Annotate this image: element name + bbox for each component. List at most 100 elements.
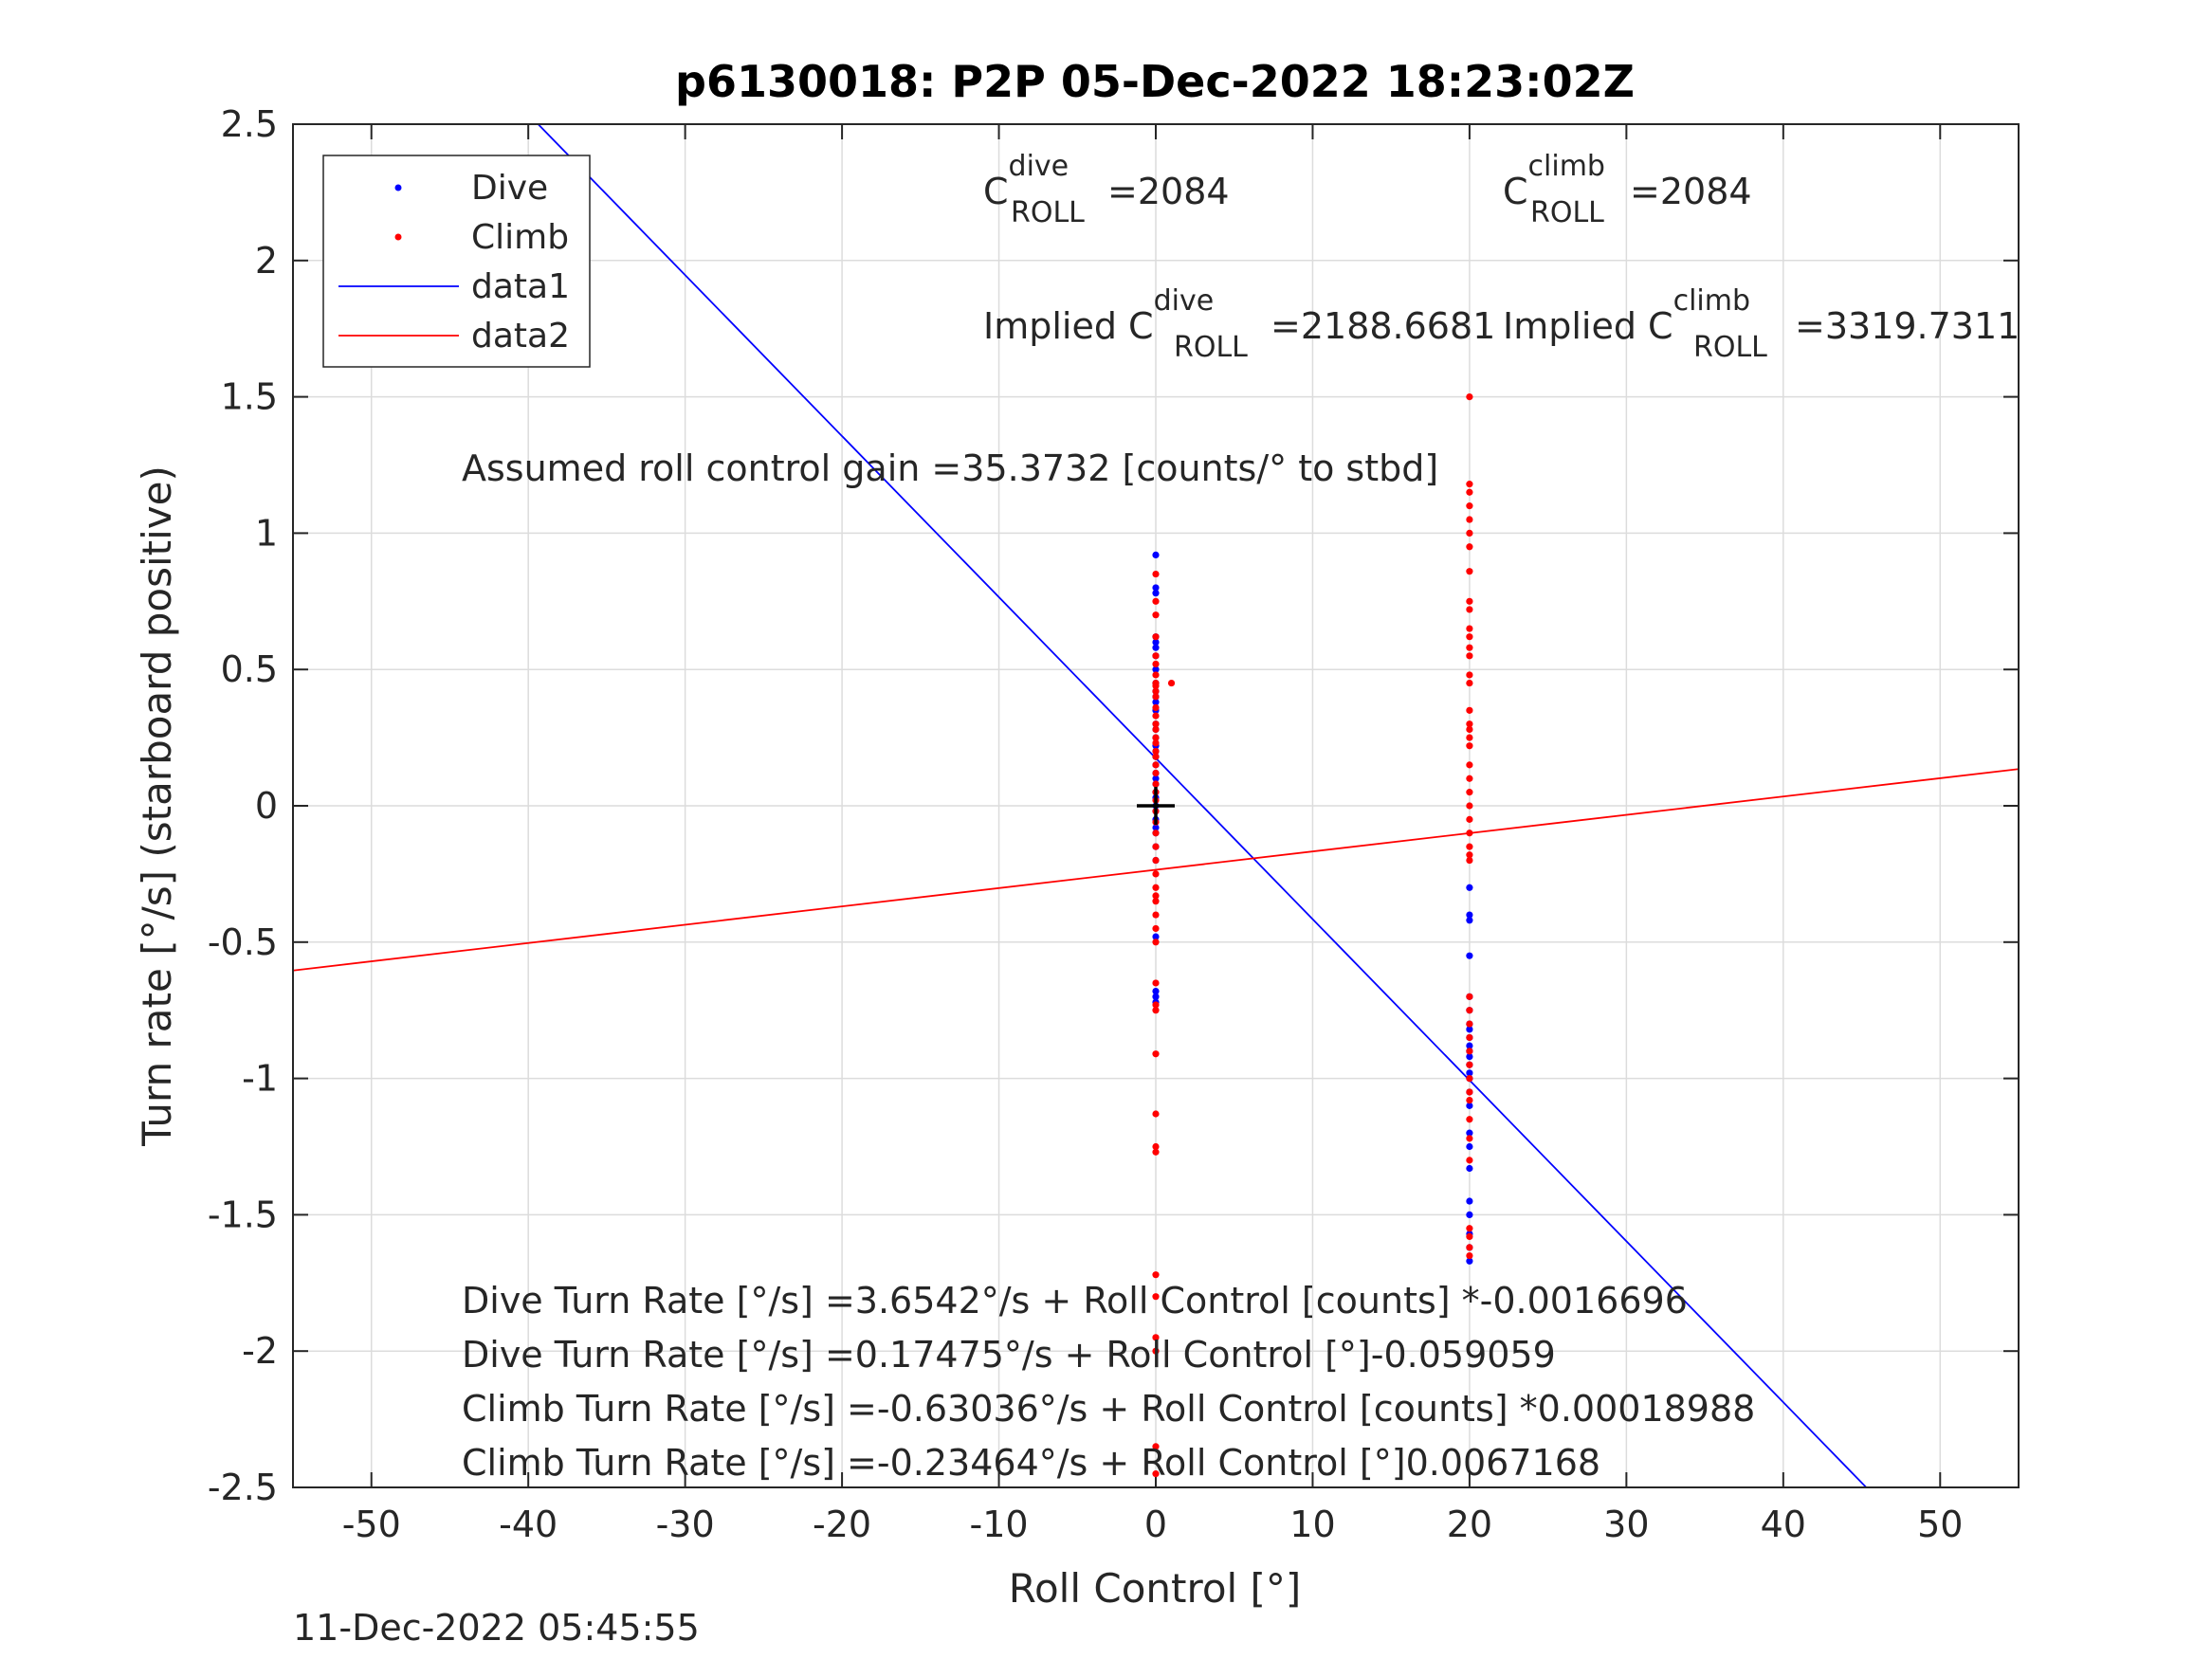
climb-point (1152, 660, 1160, 668)
climb-point (1152, 1001, 1160, 1009)
x-tick-label: -50 (342, 1504, 401, 1545)
legend-data1-label: data1 (471, 267, 570, 306)
climb-point (1152, 703, 1160, 712)
y-tick-label: 2 (255, 240, 278, 282)
climb-point (1152, 671, 1160, 679)
y-tick-label: 0 (255, 785, 278, 827)
climb-point (1466, 529, 1473, 538)
svg-text:=3319.7311: =3319.7311 (1795, 305, 2020, 347)
dive-point (1152, 699, 1160, 706)
y-tick-label: -2 (242, 1330, 278, 1372)
y-tick-label: 2.5 (221, 103, 278, 145)
annotation-gain: Assumed roll control gain =35.3732 [coun… (462, 447, 1438, 489)
svg-text:Cclimb: Cclimb (1503, 150, 1605, 212)
origin-marker (1137, 787, 1175, 825)
svg-text:ROLL: ROLL (1174, 331, 1248, 364)
dive-point (1466, 1102, 1473, 1109)
annotation-implied-dive: Implied Cdive ROLL =2188.6681 (983, 284, 1495, 364)
y-tick-label: -0.5 (208, 921, 278, 963)
climb-point (1152, 769, 1160, 777)
climb-point (1466, 720, 1473, 728)
dive-point (1466, 1142, 1473, 1151)
climb-point (1466, 856, 1473, 865)
climb-point (1466, 802, 1473, 810)
annotation-implied-climb: Implied Cclimb ROLL =3319.7311 (1503, 284, 2020, 364)
x-tick-label: -30 (656, 1504, 715, 1545)
dive-point (1152, 824, 1160, 831)
scatter-points (1152, 393, 1473, 1478)
dive-point (1466, 1197, 1473, 1205)
equation-3: Climb Turn Rate [°/s] =-0.63036°/s + Rol… (462, 1388, 1755, 1430)
climb-point (1466, 633, 1473, 641)
climb-point (1466, 1007, 1473, 1014)
climb-point (1152, 780, 1160, 788)
climb-point (1152, 856, 1160, 865)
climb-point (1466, 1251, 1473, 1260)
climb-point (1466, 488, 1473, 496)
dive-point (1466, 1164, 1473, 1173)
climb-point (1152, 979, 1160, 987)
x-tick-label: 40 (1761, 1504, 1806, 1545)
dive-point (1466, 952, 1473, 959)
climb-point (1152, 747, 1160, 756)
dive-point (1466, 1052, 1473, 1061)
climb-point (1152, 720, 1160, 728)
climb-point (1152, 1110, 1160, 1118)
axes-box (292, 123, 2020, 1488)
dive-point (1466, 911, 1473, 919)
y-tick-label: -2.5 (208, 1467, 278, 1508)
climb-point (1152, 682, 1160, 690)
climb-point (1152, 830, 1160, 837)
climb-point (1466, 1088, 1473, 1096)
climb-point (1152, 739, 1160, 747)
dive-point (1152, 933, 1160, 940)
climb-point (1152, 597, 1160, 605)
svg-text:=2188.6681: =2188.6681 (1271, 305, 1495, 347)
legend-dive-label: Dive (471, 169, 548, 208)
dive-point (1152, 590, 1160, 597)
climb-point (1167, 679, 1176, 687)
x-tick-label: 20 (1447, 1504, 1492, 1545)
svg-text:=2084: =2084 (1107, 171, 1230, 212)
svg-text:Implied Cclimb: Implied Cclimb (1503, 284, 1750, 347)
climb-point (1466, 1061, 1473, 1068)
climb-point (1466, 1020, 1473, 1028)
dive-point (1466, 1069, 1473, 1077)
climb-point (1466, 706, 1473, 714)
equation-4: Climb Turn Rate [°/s] =-0.23464°/s + Rol… (462, 1442, 1600, 1484)
climb-point (1466, 1225, 1473, 1232)
climb-point (1152, 911, 1160, 919)
climb-point (1152, 753, 1160, 760)
footer-timestamp: 11-Dec-2022 05:45:55 (293, 1607, 700, 1649)
climb-point (1466, 1033, 1473, 1042)
climb-point (1466, 734, 1473, 741)
x-tick-label: 30 (1603, 1504, 1649, 1545)
climb-point (1152, 924, 1160, 933)
climb-point (1152, 843, 1160, 850)
climb-point (1466, 644, 1473, 651)
x-axis-label: Roll Control [°] (1009, 1565, 1302, 1612)
dive-point (1466, 1129, 1473, 1137)
svg-text:Implied Cdive: Implied Cdive (983, 284, 1214, 347)
legend-dive-marker (394, 184, 402, 191)
climb-point (1152, 870, 1160, 878)
climb-point (1466, 993, 1473, 1000)
x-tick-label: 0 (1144, 1504, 1167, 1545)
dive-point (1152, 987, 1160, 995)
climb-point (1152, 712, 1160, 720)
y-tick-label: 1.5 (221, 376, 278, 418)
climb-point (1152, 1050, 1160, 1058)
climb-point (1152, 687, 1160, 695)
climb-point (1152, 693, 1160, 701)
climb-point (1466, 1244, 1473, 1251)
equation-2: Dive Turn Rate [°/s] =0.17475°/s + Roll … (462, 1334, 1556, 1376)
climb-point (1152, 898, 1160, 905)
legend-data2-label: data2 (471, 317, 570, 356)
dive-point (1152, 584, 1160, 592)
annotation-c-climb: Cclimb ROLL =2084 (1503, 150, 1752, 229)
x-tick-label: -20 (813, 1504, 871, 1545)
svg-text:Cdive: Cdive (983, 150, 1069, 212)
climb-point (1152, 761, 1160, 769)
y-tick-label: 0.5 (221, 648, 278, 690)
dive-point (1152, 551, 1160, 559)
